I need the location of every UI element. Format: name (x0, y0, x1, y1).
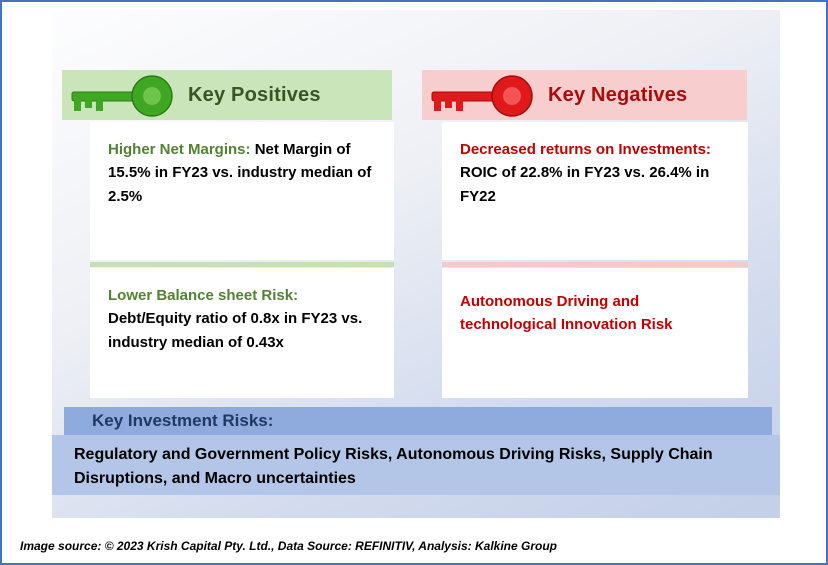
negative-card-heading: Autonomous Driving and technological Inn… (460, 293, 673, 334)
key-negatives-header: Key Negatives (422, 70, 747, 120)
negative-card-roic: Decreased returns on Investments: ROIC o… (442, 122, 748, 260)
positive-card-body: Debt/Equity ratio of 0.8x in FY23 vs. in… (108, 310, 363, 351)
positive-card-heading: Lower Balance sheet Risk: (108, 287, 299, 304)
positive-card-balance-sheet: Lower Balance sheet Risk: Debt/Equity ra… (90, 268, 394, 398)
positive-card-heading: Higher Net Margins: (108, 141, 251, 158)
negative-card-body: ROIC of 22.8% in FY23 vs. 26.4% in FY22 (460, 164, 710, 205)
investment-risks-title: Key Investment Risks: (92, 411, 274, 430)
negative-card-autonomous-driving: Autonomous Driving and technological Inn… (442, 268, 748, 398)
investment-risks-body-band: Regulatory and Government Policy Risks, … (52, 435, 780, 495)
positive-card-body: Net Margin of 15.5% in FY23 vs. industry… (108, 141, 372, 205)
background-canvas: Key Positives Higher Net Margins: Net Ma… (52, 10, 780, 518)
key-negatives-title: Key Negatives (548, 83, 688, 106)
green-divider (90, 262, 394, 267)
green-key-icon (71, 75, 173, 117)
investment-risks-body: Regulatory and Government Policy Risks, … (74, 446, 713, 487)
red-divider (442, 262, 748, 267)
source-credit: Image source: © 2023 Krish Capital Pty. … (20, 539, 557, 553)
source-credit-text: Image source: © 2023 Krish Capital Pty. … (20, 539, 557, 553)
red-key-icon (431, 75, 533, 117)
positive-card-net-margins: Higher Net Margins: Net Margin of 15.5% … (90, 122, 394, 260)
key-positives-header: Key Positives (62, 70, 392, 120)
key-positives-title: Key Positives (188, 83, 321, 106)
negative-card-heading: Decreased returns on Investments: (460, 141, 711, 158)
investment-risks-title-band: Key Investment Risks: (64, 407, 772, 435)
